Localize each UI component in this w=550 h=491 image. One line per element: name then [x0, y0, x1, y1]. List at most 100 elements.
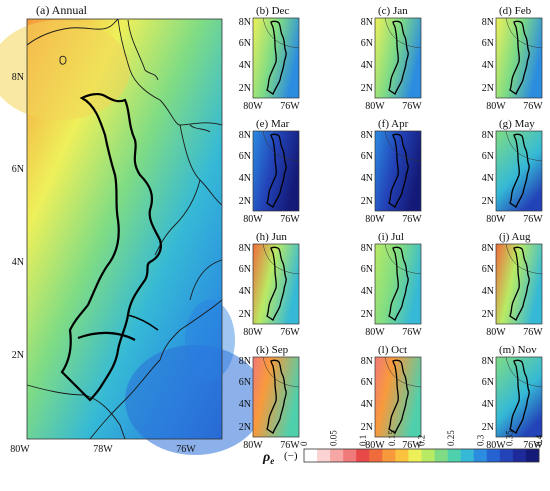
monthly-map-frame-dec [252, 17, 300, 99]
colorbar-cell [369, 449, 383, 462]
monthly-y-tick-dec-3: 2N [239, 83, 251, 94]
colorbar-label-unit: (−) [284, 450, 298, 462]
monthly-map-region-dec [266, 20, 287, 95]
colorbar-tick-label: 0.1 [358, 435, 368, 446]
annual-x-tick-78w: 78W [93, 444, 113, 455]
colorbar-tick-label: 0.15 [387, 430, 397, 446]
colorbar-cell [304, 449, 318, 462]
colorbar-cell [499, 449, 514, 462]
annual-x-tick-80w: 80W [10, 444, 30, 455]
monthly-x-tick-apr-1: 76W [402, 214, 422, 225]
monthly-y-tick-feb-0: 8N [482, 17, 494, 28]
monthly-map-frame-jul [374, 243, 422, 325]
monthly-map-region-feb [509, 20, 530, 95]
colorbar-cell [421, 449, 435, 462]
monthly-y-tick-oct-2: 4N [361, 399, 373, 410]
monthly-y-tick-aug-2: 4N [482, 286, 494, 297]
annual-y-tick-8n: 8N [12, 72, 24, 83]
monthly-map-oct: (l) Oct 8N 6N 4N 2N 80W 76W [361, 344, 423, 451]
monthly-x-tick-jan-1: 76W [402, 101, 422, 112]
monthly-map-region-apr [388, 133, 409, 208]
annual-map-x-ticks: 80W 78W 76W [10, 444, 196, 455]
monthly-map-title-apr: (f) Apr [378, 118, 409, 130]
monthly-map-title-oct: (l) Oct [378, 344, 407, 356]
monthly-map-title-jun: (h) Jun [256, 231, 287, 243]
monthly-map-apr: (f) Apr 8N 6N 4N 2N 80W 76W [361, 118, 423, 225]
monthly-y-tick-sep-2: 4N [239, 399, 251, 410]
monthly-map-border-mar [262, 130, 300, 162]
colorbar-cell [460, 449, 475, 462]
monthly-map-title-feb: (d) Feb [499, 5, 532, 17]
monthly-y-tick-jul-1: 6N [361, 264, 373, 275]
monthly-map-title-dec: (b) Dec [256, 5, 289, 17]
monthly-x-tick-feb-0: 80W [486, 101, 506, 112]
monthly-map-region-mar [266, 133, 287, 208]
colorbar-cell [330, 449, 344, 462]
monthly-x-tick-feb-1: 76W [523, 101, 543, 112]
monthly-y-tick-oct-0: 8N [361, 356, 373, 367]
colorbar-cell [512, 449, 527, 462]
monthly-x-tick-sep-1: 76W [280, 440, 300, 451]
monthly-map-title-may: (g) May [499, 118, 535, 130]
monthly-x-tick-aug-1: 76W [523, 327, 543, 338]
monthly-map-border-nov [505, 356, 543, 388]
colorbar-tick-label: 0.4 [534, 434, 544, 446]
monthly-x-tick-may-0: 80W [486, 214, 506, 225]
monthly-y-tick-jan-2: 4N [361, 60, 373, 71]
monthly-x-tick-jul-1: 76W [402, 327, 422, 338]
monthly-map-frame-mar [252, 130, 300, 212]
monthly-y-tick-mar-0: 8N [239, 130, 251, 141]
colorbar-tick-label: 0.2 [417, 435, 427, 446]
colorbar-cell [434, 449, 448, 462]
monthly-map-border-feb [505, 17, 543, 49]
monthly-y-tick-jul-2: 4N [361, 286, 373, 297]
monthly-x-tick-jun-0: 80W [243, 327, 263, 338]
monthly-y-tick-oct-3: 2N [361, 422, 373, 433]
colorbar-tick-label: 0.25 [446, 430, 456, 446]
monthly-map-frame-jun [252, 243, 300, 325]
monthly-y-tick-aug-3: 2N [482, 309, 494, 320]
monthly-y-tick-nov-1: 6N [482, 377, 494, 388]
monthly-map-title-aug: (j) Aug [499, 231, 531, 243]
colorbar-cell [486, 449, 501, 462]
monthly-y-tick-may-3: 2N [482, 196, 494, 207]
monthly-x-tick-sep-0: 80W [243, 440, 263, 451]
annual-map-frame [26, 18, 223, 440]
monthly-map-dec: (b) Dec 8N 6N 4N 2N 80W 76W [239, 5, 301, 112]
monthly-map-border-sep [262, 356, 300, 388]
monthly-x-tick-may-1: 76W [523, 214, 543, 225]
monthly-map-border-apr [384, 130, 422, 162]
monthly-x-tick-mar-0: 80W [243, 214, 263, 225]
monthly-map-title-nov: (m) Nov [499, 344, 537, 356]
monthly-map-jan: (c) Jan 8N 6N 4N 2N 80W 76W [361, 5, 423, 112]
colorbar-cell [382, 449, 396, 462]
annual-map-cool-area [125, 345, 265, 455]
monthly-x-tick-dec-0: 80W [243, 101, 263, 112]
colorbar-cell [343, 449, 357, 462]
monthly-x-tick-nov-1: 76W [523, 440, 543, 451]
monthly-y-tick-sep-0: 8N [239, 356, 251, 367]
monthly-map-may: (g) May 8N 6N 4N 2N 80W 76W [482, 118, 544, 225]
colorbar-cell [356, 449, 370, 462]
monthly-map-region-aug [509, 246, 530, 321]
monthly-map-region-may [509, 133, 530, 208]
monthly-map-border-jun [262, 243, 300, 275]
colorbar-tick-label: 0.05 [328, 430, 338, 446]
monthly-y-tick-apr-1: 6N [361, 151, 373, 162]
monthly-map-frame-jan [374, 17, 422, 99]
monthly-y-tick-jun-0: 8N [239, 243, 251, 254]
monthly-map-region-nov [509, 359, 530, 434]
colorbar: ρe (−) 0 0.05 0.1 0.15 0.2 0.25 0.3 0.35 0.4 [262, 430, 544, 466]
monthly-y-tick-jun-3: 2N [239, 309, 251, 320]
monthly-map-border-jul [384, 243, 422, 275]
annual-x-tick-76w: 76W [176, 444, 196, 455]
monthly-y-tick-sep-1: 6N [239, 377, 251, 388]
colorbar-ticks: 0 0.05 0.1 0.15 0.2 0.25 0.3 0.35 0.4 [299, 430, 544, 446]
colorbar-cells [304, 449, 540, 462]
colorbar-frame [303, 448, 540, 463]
monthly-y-tick-aug-1: 6N [482, 264, 494, 275]
monthly-y-tick-apr-0: 8N [361, 130, 373, 141]
monthly-y-tick-jan-1: 6N [361, 38, 373, 49]
annual-y-tick-6n: 6N [12, 164, 24, 175]
monthly-x-tick-jan-0: 80W [365, 101, 385, 112]
